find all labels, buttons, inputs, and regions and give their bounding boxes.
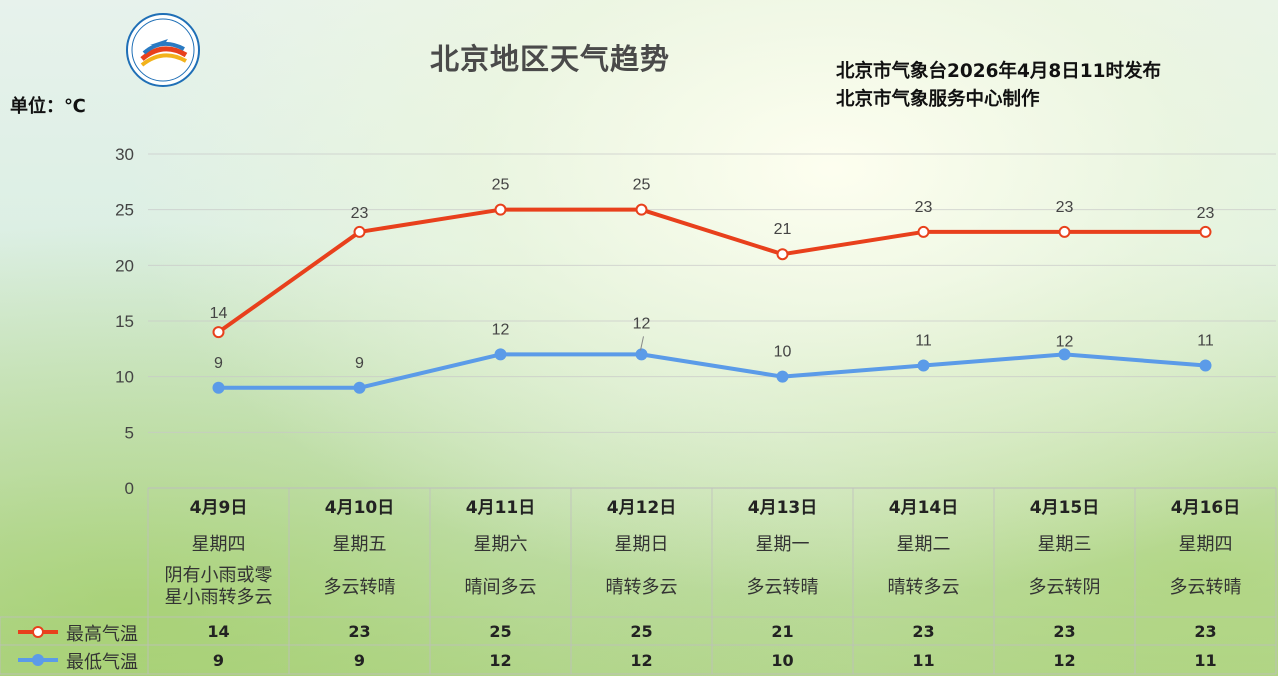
data-label: 23 bbox=[1056, 199, 1074, 216]
low-temp-point bbox=[212, 381, 225, 394]
low-temp-value: 9 bbox=[353, 651, 366, 670]
weekday-label: 星期五 bbox=[332, 534, 387, 555]
high-temp-value: 23 bbox=[1194, 622, 1217, 641]
date-label: 4月16日 bbox=[1170, 498, 1241, 518]
data-label: 14 bbox=[210, 305, 228, 322]
data-label: 23 bbox=[351, 205, 369, 222]
data-label: 12 bbox=[492, 321, 510, 338]
low-temp-point bbox=[1199, 359, 1212, 372]
high-temp-value: 23 bbox=[1053, 622, 1076, 641]
low-temp-value: 12 bbox=[489, 651, 512, 670]
chart-title: 北京地区天气趋势 bbox=[429, 42, 670, 76]
y-tick-label: 20 bbox=[115, 256, 134, 275]
high-temp-point bbox=[494, 203, 507, 216]
low-temp-value: 11 bbox=[912, 651, 935, 670]
data-label: 12 bbox=[633, 315, 651, 332]
publisher-line-1: 北京市气象台2026年4月8日11时发布 bbox=[836, 61, 1161, 82]
low-temp-value: 9 bbox=[212, 651, 225, 670]
date-label: 4月12日 bbox=[606, 498, 677, 518]
low-temp-point bbox=[635, 348, 648, 361]
y-tick-label: 5 bbox=[125, 423, 134, 442]
date-label: 4月15日 bbox=[1029, 498, 1100, 518]
weekday-label: 星期四 bbox=[1178, 534, 1233, 555]
data-label: 9 bbox=[355, 355, 364, 372]
low-temp-point bbox=[353, 381, 366, 394]
legend-high-label: 最高气温 bbox=[66, 624, 138, 645]
weather-description: 阴有小雨或零星小雨转多云 bbox=[164, 565, 273, 608]
date-label: 4月10日 bbox=[324, 498, 395, 518]
low-temp-value: 12 bbox=[630, 651, 653, 670]
y-tick-label: 15 bbox=[115, 312, 134, 331]
data-label: 9 bbox=[214, 355, 223, 372]
high-temp-value: 14 bbox=[207, 622, 230, 641]
high-temp-point bbox=[1199, 225, 1212, 238]
data-label: 25 bbox=[492, 177, 510, 194]
legend-low-label: 最低气温 bbox=[66, 652, 138, 673]
high-temp-point bbox=[1058, 225, 1071, 238]
low-temp-point bbox=[1058, 348, 1071, 361]
high-temp-value: 25 bbox=[630, 622, 653, 641]
high-temp-point bbox=[776, 248, 789, 261]
y-tick-label: 25 bbox=[115, 201, 134, 220]
high-temp-value: 23 bbox=[912, 622, 935, 641]
weekday-label: 星期日 bbox=[614, 534, 669, 555]
low-temp-value: 12 bbox=[1053, 651, 1076, 670]
low-temp-point bbox=[776, 370, 789, 383]
weather-description: 多云转晴 bbox=[746, 577, 819, 598]
weather-description: 晴转多云 bbox=[887, 577, 960, 598]
high-temp-point bbox=[635, 203, 648, 216]
series-line-low bbox=[218, 352, 1206, 390]
date-label: 4月11日 bbox=[465, 498, 536, 518]
unit-label: 单位：℃ bbox=[10, 96, 86, 117]
weekday-label: 星期二 bbox=[896, 534, 951, 555]
weather-description: 多云转阴 bbox=[1028, 577, 1101, 598]
weekday-label: 星期一 bbox=[755, 534, 810, 555]
legend-high-marker bbox=[32, 626, 44, 638]
y-tick-label: 30 bbox=[115, 145, 134, 164]
weekday-label: 星期六 bbox=[473, 534, 528, 555]
data-label: 23 bbox=[915, 199, 933, 216]
label-leader-line bbox=[640, 336, 644, 351]
series-line-high bbox=[217, 207, 1206, 334]
date-label: 4月9日 bbox=[189, 498, 248, 518]
publisher-line-2: 北京市气象服务中心制作 bbox=[836, 89, 1040, 110]
high-temp-point bbox=[917, 225, 930, 238]
weather-description: 晴间多云 bbox=[464, 577, 537, 598]
weekday-label: 星期四 bbox=[191, 534, 246, 555]
low-temp-point bbox=[494, 348, 507, 361]
weather-description: 晴转多云 bbox=[605, 577, 678, 598]
data-label: 23 bbox=[1197, 205, 1215, 222]
date-label: 4月14日 bbox=[888, 498, 959, 518]
high-temp-point bbox=[212, 326, 225, 339]
legend-low-marker bbox=[32, 654, 44, 666]
y-tick-label: 10 bbox=[115, 368, 134, 387]
low-temp-point bbox=[917, 359, 930, 372]
weather-description: 多云转晴 bbox=[323, 577, 396, 598]
high-temp-value: 21 bbox=[771, 622, 794, 641]
weekday-label: 星期三 bbox=[1037, 534, 1092, 555]
high-temp-point bbox=[353, 225, 366, 238]
weather-description: 多云转晴 bbox=[1169, 577, 1242, 598]
meteorological-logo bbox=[126, 13, 200, 87]
data-label: 11 bbox=[1197, 333, 1214, 350]
y-tick-label: 0 bbox=[125, 479, 134, 498]
data-label: 10 bbox=[774, 344, 792, 361]
data-label: 11 bbox=[915, 333, 932, 350]
high-temp-value: 23 bbox=[348, 622, 371, 641]
data-label: 12 bbox=[1056, 333, 1074, 350]
data-label: 25 bbox=[633, 177, 651, 194]
data-label: 21 bbox=[774, 221, 792, 238]
low-temp-value: 10 bbox=[771, 651, 794, 670]
publisher-info: 北京市气象台2026年4月8日11时发布 北京市气象服务中心制作 bbox=[836, 58, 1161, 114]
high-temp-value: 25 bbox=[489, 622, 512, 641]
date-label: 4月13日 bbox=[747, 498, 818, 518]
low-temp-value: 11 bbox=[1194, 651, 1217, 670]
